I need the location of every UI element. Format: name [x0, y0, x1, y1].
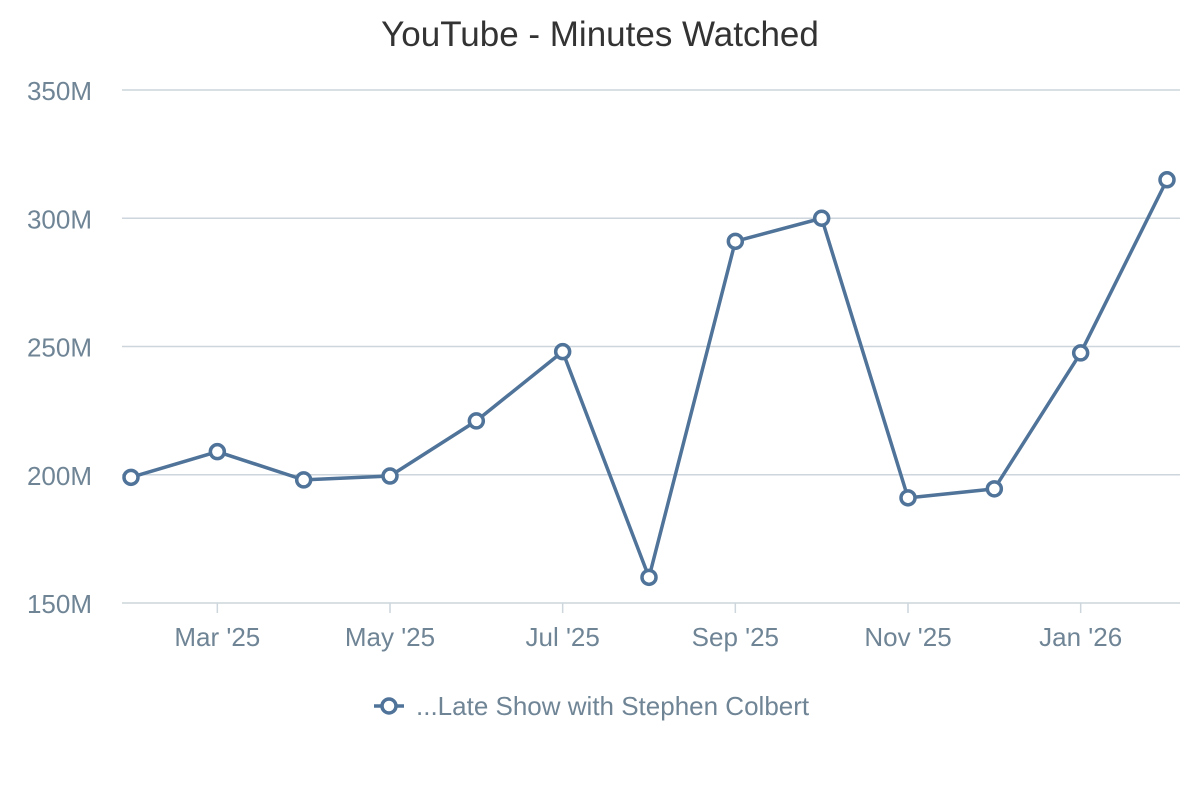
series-colbert — [122, 171, 1176, 587]
data-point — [553, 342, 572, 361]
x-tick-label: Jan '26 — [1039, 622, 1122, 652]
x-tick-label: Nov '25 — [864, 622, 951, 652]
data-point — [726, 232, 745, 251]
data-point — [985, 480, 1004, 498]
x-tick-label: Jul '25 — [525, 622, 599, 652]
series-line — [129, 178, 1169, 580]
gridlines — [122, 89, 1180, 604]
data-point — [381, 467, 399, 485]
x-axis-ticks: Mar '25 May '25 Jul '25 Sep '25 Nov '25 … — [174, 603, 1122, 652]
legend-label: ...Late Show with Stephen Colbert — [416, 691, 810, 721]
data-point — [1071, 344, 1090, 362]
y-tick-label: 300M — [27, 204, 92, 234]
data-point — [122, 468, 140, 487]
y-tick-label: 150M — [27, 589, 92, 619]
chart-title: YouTube - Minutes Watched — [381, 15, 819, 54]
y-tick-label: 200M — [27, 461, 92, 491]
legend-point-marker — [380, 697, 398, 715]
data-point — [640, 568, 658, 587]
y-axis-ticks: 350M 300M 250M 200M 150M — [27, 76, 92, 619]
data-point — [812, 209, 831, 227]
x-tick-label: Mar '25 — [174, 622, 260, 652]
x-tick-label: May '25 — [345, 622, 435, 652]
x-tick-label: Sep '25 — [692, 622, 779, 652]
data-point — [294, 471, 313, 489]
legend[interactable]: ...Late Show with Stephen Colbert — [374, 691, 810, 721]
data-point — [467, 412, 486, 430]
y-tick-label: 250M — [27, 333, 92, 363]
data-point — [899, 489, 917, 507]
data-point — [208, 442, 227, 461]
data-point — [1158, 171, 1176, 189]
y-tick-label: 350M — [27, 76, 92, 106]
